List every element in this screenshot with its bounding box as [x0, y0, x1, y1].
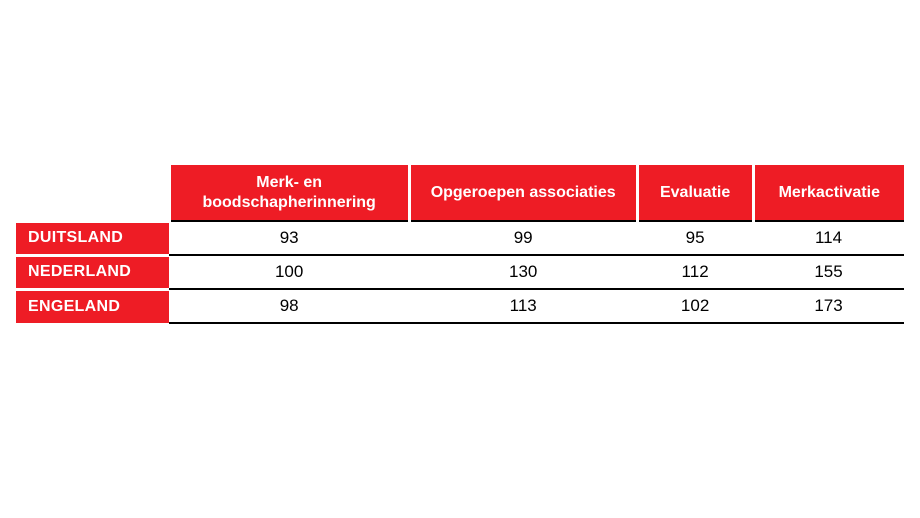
- table-cell: 114: [753, 221, 904, 255]
- table-cell: 99: [409, 221, 637, 255]
- table-cell: 100: [169, 255, 409, 289]
- table-row: NEDERLAND 100 130 112 155: [16, 255, 904, 289]
- table-cell: 173: [753, 289, 904, 323]
- table-cell: 130: [409, 255, 637, 289]
- table-cell: 95: [637, 221, 753, 255]
- table-header-row: Merk- en boodschapherinnering Opgeroepen…: [16, 165, 904, 221]
- table-cell: 112: [637, 255, 753, 289]
- column-header: Evaluatie: [637, 165, 753, 221]
- table-corner: [16, 165, 169, 221]
- row-header: NEDERLAND: [16, 255, 169, 289]
- table-row: DUITSLAND 93 99 95 114: [16, 221, 904, 255]
- data-table: Merk- en boodschapherinnering Opgeroepen…: [16, 165, 904, 324]
- table-row: ENGELAND 98 113 102 173: [16, 289, 904, 323]
- table-cell: 102: [637, 289, 753, 323]
- row-header: DUITSLAND: [16, 221, 169, 255]
- column-header: Merkactivatie: [753, 165, 904, 221]
- table-cell: 155: [753, 255, 904, 289]
- table-cell: 113: [409, 289, 637, 323]
- column-header: Merk- en boodschapherinnering: [169, 165, 409, 221]
- row-header: ENGELAND: [16, 289, 169, 323]
- column-header: Opgeroepen associaties: [409, 165, 637, 221]
- table-cell: 93: [169, 221, 409, 255]
- table-cell: 98: [169, 289, 409, 323]
